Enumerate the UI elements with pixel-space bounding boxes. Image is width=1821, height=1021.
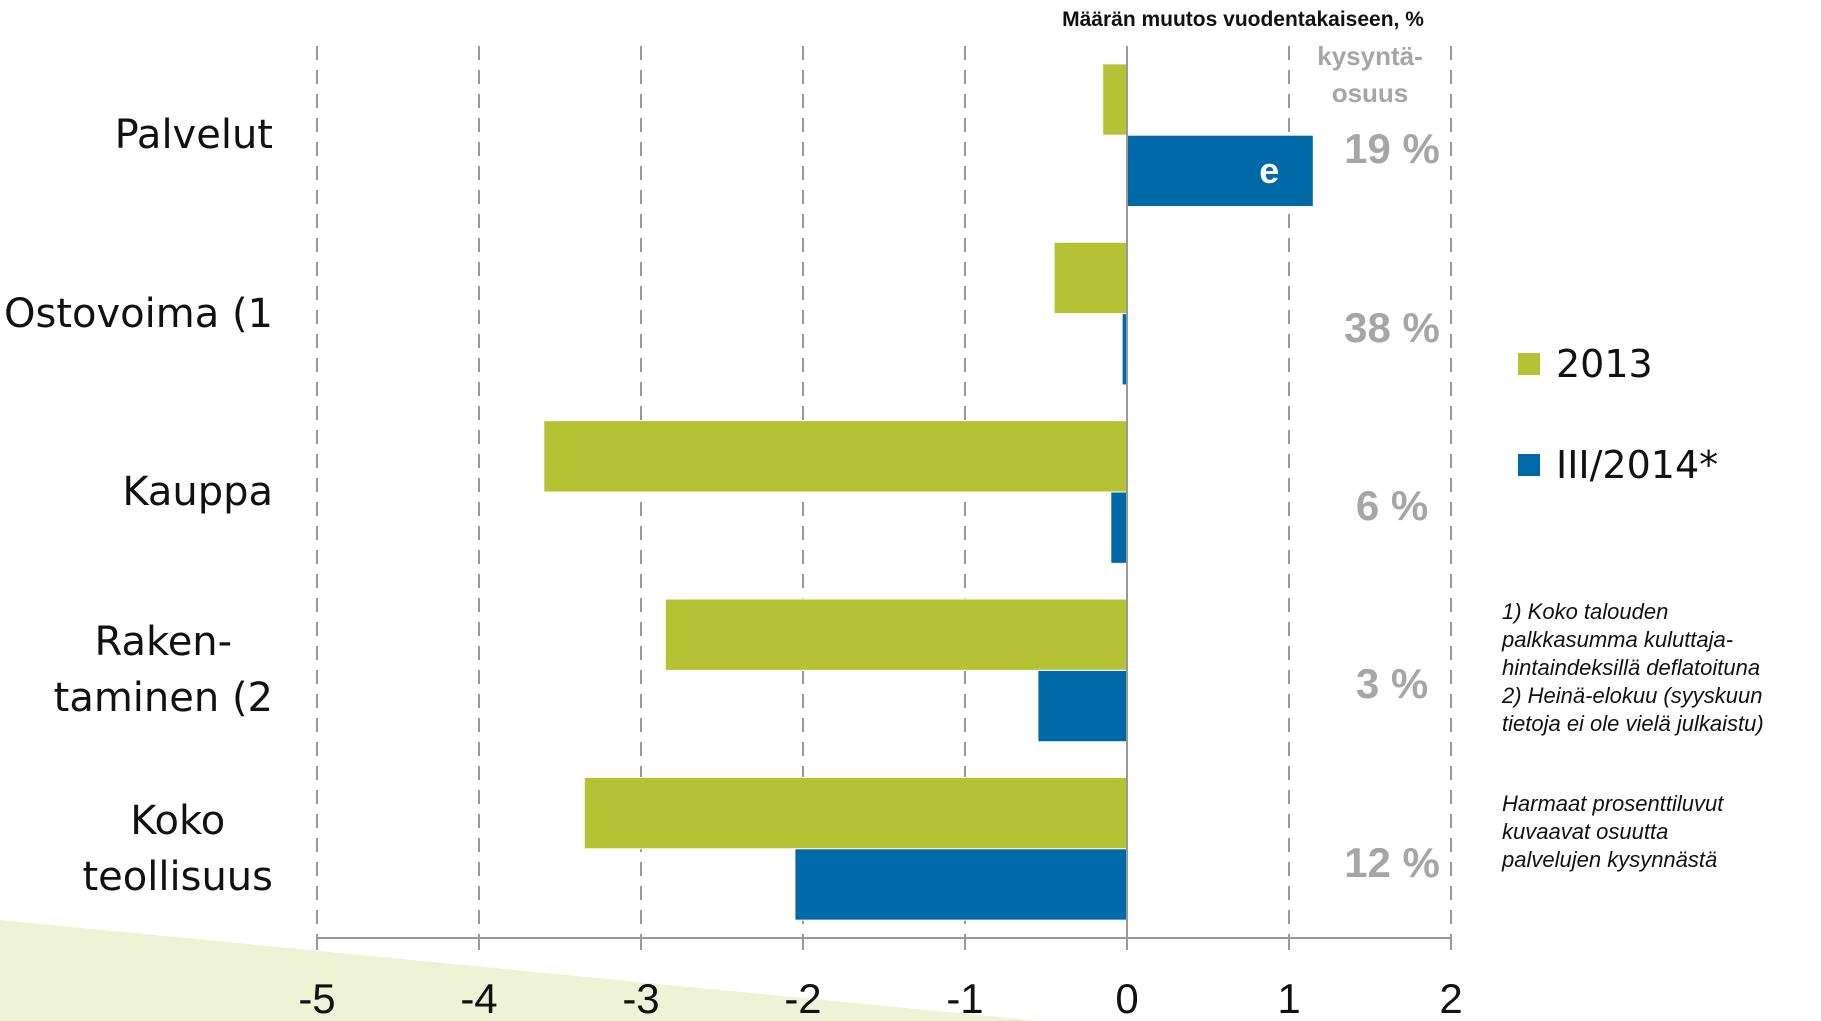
bar: [1126, 134, 1314, 208]
category-label: Palvelut: [114, 112, 273, 159]
share-header: kysyntä- osuus: [1317, 41, 1423, 108]
x-tick-label: -4: [460, 975, 497, 1021]
category-label: Raken- taminen (2: [53, 619, 273, 722]
bar: [794, 848, 1128, 921]
category-label: Ostovoima (1: [4, 290, 273, 337]
x-tick-label: -5: [298, 975, 335, 1021]
bar: [1110, 491, 1128, 564]
bar: [583, 776, 1128, 850]
annotation: e: [1259, 150, 1279, 191]
x-tick-label: -1: [946, 975, 983, 1021]
legend-swatch: [1518, 353, 1540, 375]
bar: [1102, 63, 1128, 136]
x-tick-label: -3: [622, 975, 659, 1021]
footnote: 1) Koko talouden palkkasumma kuluttaja- …: [1502, 599, 1764, 736]
x-tick-label: 2: [1439, 975, 1462, 1021]
share-label: 38 %: [1344, 303, 1440, 351]
chart-title: Määrän muutos vuodentakaiseen, %: [1062, 8, 1424, 31]
bar: [543, 420, 1128, 493]
share-label: 12 %: [1344, 838, 1440, 886]
share-label: 19 %: [1344, 125, 1440, 173]
share-label: 6 %: [1355, 482, 1429, 529]
legend-label: III/2014*: [1556, 443, 1719, 487]
legend-label: 2013: [1556, 342, 1653, 386]
bar: [1037, 669, 1128, 743]
category-label: Kauppa: [122, 469, 273, 515]
share-label: 3 %: [1355, 660, 1429, 708]
background-shape: [0, 920, 1040, 1021]
legend-swatch: [1518, 454, 1540, 476]
bar: [664, 598, 1128, 671]
category-label: Koko teollisuus: [82, 797, 274, 900]
x-tick-label: 1: [1277, 975, 1300, 1021]
x-tick-label: 0: [1115, 975, 1138, 1021]
x-tick-label: -2: [784, 975, 821, 1021]
footnote: Harmaat prosenttiluvut kuvaavat osuutta …: [1502, 791, 1724, 872]
bar: [1053, 241, 1128, 315]
